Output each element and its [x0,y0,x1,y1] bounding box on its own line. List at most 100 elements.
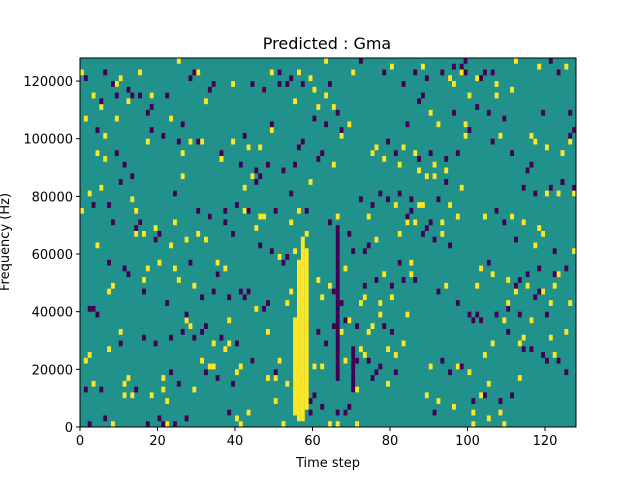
high-cell [111,282,115,289]
high-cell [440,219,445,226]
high-cell [231,138,236,145]
high-cell [409,271,414,278]
high-cell [180,150,185,157]
low-cell [417,98,422,105]
low-cell [83,75,88,82]
high-cell [486,380,491,387]
low-cell [459,63,464,70]
low-cell [405,121,410,128]
high-cell [184,317,189,324]
high-cell [95,150,100,157]
low-cell [103,415,108,422]
low-cell [448,369,453,376]
low-cell [436,288,441,295]
low-cell [254,179,259,185]
high-cell [277,357,282,364]
high-cell [529,132,534,139]
y-tick-label: 40000 [32,306,73,321]
low-cell [169,369,174,376]
low-cell [552,271,557,278]
low-cell [304,207,309,214]
low-cell [196,138,201,145]
low-cell [316,328,321,335]
low-cell [95,127,100,133]
low-cell [359,196,363,203]
high-cell [359,300,363,306]
low-cell [397,190,402,197]
low-cell [99,98,104,105]
low-cell [393,150,398,157]
low-cell [258,242,263,249]
low-cell [564,265,569,272]
high-cell [149,92,154,99]
high-cell [517,340,522,347]
high-cell [107,288,112,295]
low-cell [211,81,216,87]
low-cell [475,311,480,318]
low-cell [107,202,112,208]
chart-title: Predicted : Gma [263,34,391,53]
high-cell [324,92,329,99]
high-cell [91,380,96,387]
high-cell [153,225,158,231]
high-cell [242,207,247,214]
high-cell [397,161,402,168]
high-cell [541,288,546,295]
high-cell [142,230,146,237]
high-cell [390,63,394,70]
high-cell [502,317,507,324]
high-cell [180,173,185,180]
high-cell [223,346,228,353]
low-cell [541,352,546,358]
high-cell [161,375,166,381]
high-cell [405,219,410,226]
low-cell [529,346,534,353]
plot-frame [79,57,577,428]
low-cell [277,81,282,87]
low-cell [300,81,305,87]
high-cell [436,121,441,128]
low-cell [111,219,115,226]
low-cell [324,340,329,347]
high-cell [494,92,499,99]
high-cell [541,230,546,237]
high-cell [401,340,406,347]
low-cell [273,369,278,376]
low-cell [521,184,526,191]
high-cell [448,202,453,208]
low-cell [362,282,367,289]
high-cell [471,421,476,427]
high-cell [514,288,518,295]
high-cell [103,132,108,139]
high-cell [421,63,425,70]
low-cell [483,69,487,76]
high-cell [211,340,216,347]
high-cell [572,248,577,255]
x-tick-label: 0 [76,434,84,449]
high-cell [80,69,84,76]
high-cell [572,190,577,197]
high-cell [114,115,119,122]
low-cell [521,346,526,353]
high-cell [475,282,480,289]
low-cell [409,196,414,203]
low-cell [200,328,205,335]
low-cell [401,277,406,283]
low-cell [126,86,131,93]
low-cell [448,242,453,249]
low-cell [525,167,530,174]
high-cell [80,207,84,214]
low-cell [242,294,247,301]
high-cell [273,398,278,404]
high-cell [273,375,278,381]
low-cell [211,288,216,295]
y-tick-label: 20000 [32,363,73,378]
high-cell [200,357,205,364]
low-cell [564,369,569,376]
y-tick-label: 100000 [23,133,73,148]
high-cell [95,242,100,249]
high-cell [459,184,464,191]
low-cell [374,277,379,283]
low-cell [312,392,317,399]
low-cell [490,69,495,76]
